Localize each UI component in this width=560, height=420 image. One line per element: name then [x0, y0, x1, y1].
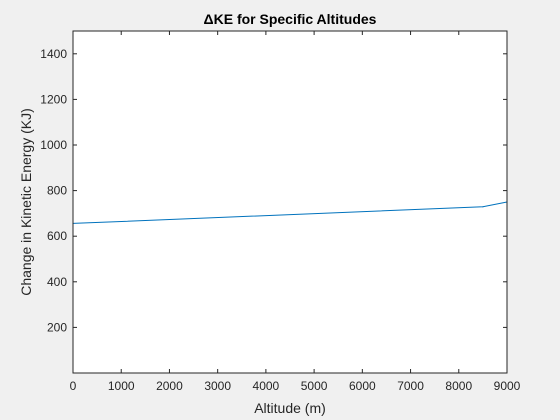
x-tick-label: 7000 — [397, 379, 424, 393]
x-tick-label: 0 — [70, 379, 77, 393]
y-tick-label: 200 — [47, 320, 67, 334]
y-tick-label: 1400 — [40, 47, 67, 61]
y-tick-label: 400 — [47, 275, 67, 289]
y-tick-label: 1200 — [40, 92, 67, 106]
x-tick-label: 5000 — [301, 379, 328, 393]
x-tick-label: 8000 — [445, 379, 472, 393]
x-tick-label: 2000 — [156, 379, 183, 393]
y-axis-label: Change in Kinetic Energy (KJ) — [18, 108, 34, 296]
x-tick-label: 1000 — [108, 379, 135, 393]
plot-area — [73, 31, 507, 373]
chart-title: ΔKE for Specific Altitudes — [204, 11, 377, 27]
x-tick-label: 6000 — [349, 379, 376, 393]
y-axis-ticks: 200 400 600 800 1000 1200 1400 — [40, 47, 507, 334]
x-axis-label: Altitude (m) — [254, 400, 326, 416]
data-point — [482, 206, 484, 208]
y-tick-label: 1000 — [40, 138, 67, 152]
x-tick-label: 9000 — [494, 379, 521, 393]
y-tick-label: 600 — [47, 229, 67, 243]
x-tick-label: 3000 — [204, 379, 231, 393]
x-tick-label: 4000 — [253, 379, 280, 393]
plot-frame — [72, 30, 508, 374]
y-tick-label: 800 — [47, 184, 67, 198]
x-axis-ticks: 0 1000 2000 3000 4000 5000 6000 7000 8000 9000 — [70, 31, 521, 393]
